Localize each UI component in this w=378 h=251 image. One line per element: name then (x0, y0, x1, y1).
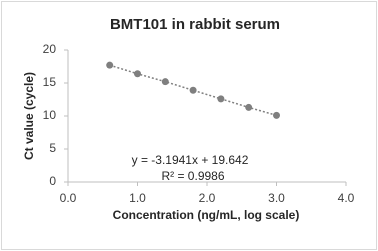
trendline-equation: y = -3.1941x + 19.642 (132, 153, 249, 167)
x-tick-label: 2.0 (199, 191, 216, 205)
y-tick-label: 20 (43, 42, 57, 56)
point (134, 70, 141, 78)
y-axis-title: Ct value (cycle) (22, 72, 36, 160)
x-axis-title: Concentration (ng/mL, log scale) (113, 208, 300, 222)
r-squared: R² = 0.9986 (161, 169, 224, 183)
y-tick-label: 15 (43, 75, 57, 89)
x-tick-label: 3.0 (268, 191, 285, 205)
y-tick-label: 10 (43, 108, 57, 122)
point (106, 61, 114, 69)
chart-title: BMT101 in rabbit serum (110, 16, 280, 33)
y-tick-label: 5 (49, 141, 56, 155)
y-tick-label: 0 (49, 174, 56, 188)
point (217, 95, 225, 103)
point (273, 111, 280, 119)
point (161, 78, 169, 86)
x-tick-label: 0.0 (60, 191, 77, 205)
x-tick-label: 4.0 (338, 191, 355, 205)
point (245, 103, 253, 111)
x-tick-label: 1.0 (129, 191, 146, 205)
point (189, 86, 197, 94)
